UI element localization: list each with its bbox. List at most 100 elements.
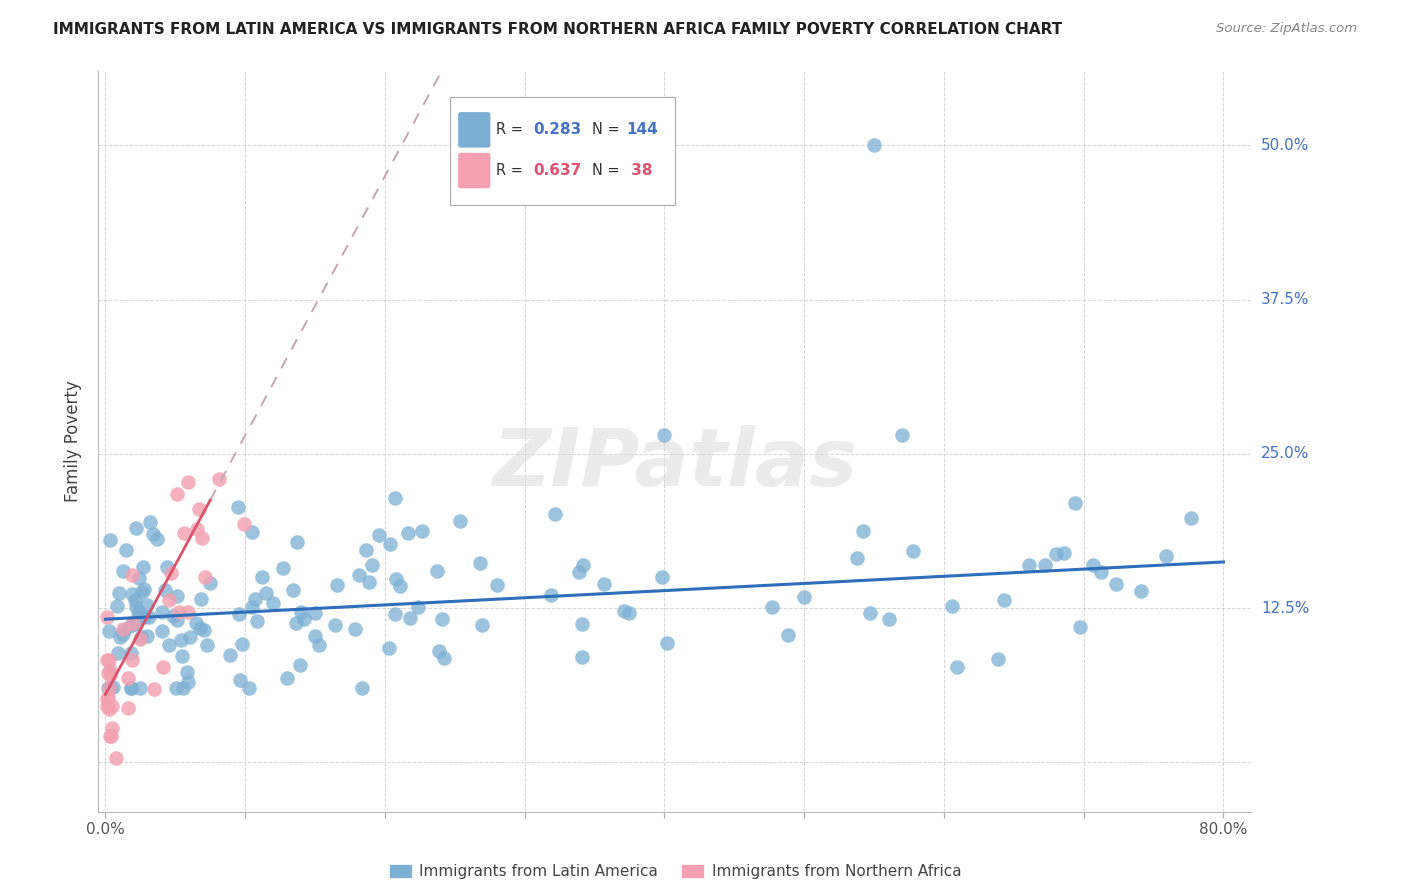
Point bbox=[240, 524, 263, 539]
Point bbox=[411, 524, 433, 539]
Point bbox=[157, 638, 180, 652]
Point bbox=[377, 640, 399, 655]
Point bbox=[245, 614, 267, 628]
Point bbox=[1180, 511, 1202, 525]
Point bbox=[108, 585, 131, 599]
Legend: Immigrants from Latin America, Immigrants from Northern Africa: Immigrants from Latin America, Immigrant… bbox=[382, 858, 967, 886]
Point bbox=[399, 610, 422, 624]
Text: N =: N = bbox=[592, 122, 624, 137]
Point bbox=[986, 652, 1008, 666]
Point bbox=[852, 524, 875, 538]
Point bbox=[426, 564, 449, 578]
Point bbox=[240, 599, 263, 614]
Point bbox=[162, 609, 184, 624]
Point bbox=[350, 681, 373, 696]
Point bbox=[135, 599, 157, 613]
Point bbox=[1069, 620, 1091, 634]
Point bbox=[485, 578, 508, 592]
Point bbox=[1033, 558, 1056, 572]
Point bbox=[1045, 547, 1067, 561]
Point bbox=[226, 500, 249, 514]
Point bbox=[292, 612, 315, 626]
Point bbox=[1105, 577, 1128, 591]
Point bbox=[125, 599, 148, 614]
Y-axis label: Family Poverty: Family Poverty bbox=[65, 381, 83, 502]
Point bbox=[396, 526, 419, 541]
Point bbox=[262, 596, 284, 610]
Point bbox=[122, 616, 145, 631]
Point bbox=[176, 475, 198, 489]
Point bbox=[186, 522, 208, 536]
Point bbox=[96, 610, 118, 624]
Point bbox=[877, 612, 900, 626]
Point bbox=[1090, 565, 1112, 579]
Point bbox=[124, 592, 146, 607]
Point bbox=[378, 537, 401, 551]
Text: N =: N = bbox=[592, 163, 624, 178]
Point bbox=[233, 516, 256, 531]
Point bbox=[132, 560, 155, 574]
Text: R =: R = bbox=[496, 163, 527, 178]
Point bbox=[98, 663, 121, 677]
Point bbox=[354, 543, 377, 558]
Point bbox=[120, 681, 142, 696]
Point bbox=[613, 604, 636, 618]
FancyBboxPatch shape bbox=[450, 97, 675, 204]
Text: 0.637: 0.637 bbox=[533, 163, 581, 178]
Point bbox=[97, 666, 120, 681]
Point bbox=[231, 637, 253, 651]
Text: IMMIGRANTS FROM LATIN AMERICA VS IMMIGRANTS FROM NORTHERN AFRICA FAMILY POVERTY : IMMIGRANTS FROM LATIN AMERICA VS IMMIGRA… bbox=[53, 22, 1063, 37]
Text: ZIPatlas: ZIPatlas bbox=[492, 425, 858, 503]
Point bbox=[124, 616, 146, 631]
Point bbox=[97, 653, 120, 667]
Point bbox=[104, 750, 127, 764]
Point bbox=[97, 681, 120, 695]
Point bbox=[105, 599, 128, 613]
Point bbox=[385, 572, 408, 586]
Point bbox=[845, 550, 868, 565]
Point bbox=[1063, 496, 1085, 510]
Point bbox=[1129, 583, 1152, 598]
Point bbox=[323, 618, 346, 632]
Point bbox=[98, 681, 121, 696]
Point bbox=[304, 606, 326, 620]
Point bbox=[173, 526, 195, 541]
Point bbox=[129, 630, 152, 644]
Point bbox=[112, 623, 135, 637]
Text: Source: ZipAtlas.com: Source: ZipAtlas.com bbox=[1216, 22, 1357, 36]
Point bbox=[121, 587, 143, 601]
Point bbox=[654, 428, 676, 442]
Point bbox=[1018, 558, 1040, 572]
Point bbox=[238, 681, 260, 696]
Point bbox=[115, 542, 138, 557]
Point bbox=[112, 626, 135, 640]
Point bbox=[145, 532, 167, 546]
Point bbox=[165, 681, 187, 696]
Point bbox=[360, 558, 382, 572]
Text: 12.5%: 12.5% bbox=[1261, 600, 1309, 615]
Point bbox=[470, 557, 492, 571]
Point bbox=[98, 668, 121, 682]
Point bbox=[191, 531, 214, 545]
Point bbox=[160, 566, 183, 580]
Point bbox=[121, 567, 143, 582]
Point bbox=[139, 515, 162, 529]
Point bbox=[761, 599, 783, 614]
Point bbox=[471, 618, 494, 632]
Point bbox=[117, 701, 139, 715]
Point bbox=[166, 590, 188, 604]
Point bbox=[433, 650, 456, 665]
Point bbox=[186, 615, 208, 630]
Point bbox=[98, 624, 121, 639]
Point bbox=[135, 629, 157, 643]
Point bbox=[98, 533, 121, 547]
Point bbox=[117, 671, 139, 685]
Point bbox=[304, 629, 326, 643]
Point bbox=[288, 657, 311, 672]
Point bbox=[172, 681, 194, 696]
Point bbox=[128, 681, 150, 696]
Point bbox=[152, 659, 174, 673]
Point bbox=[308, 638, 330, 652]
Point bbox=[198, 576, 221, 591]
Point bbox=[125, 521, 148, 535]
